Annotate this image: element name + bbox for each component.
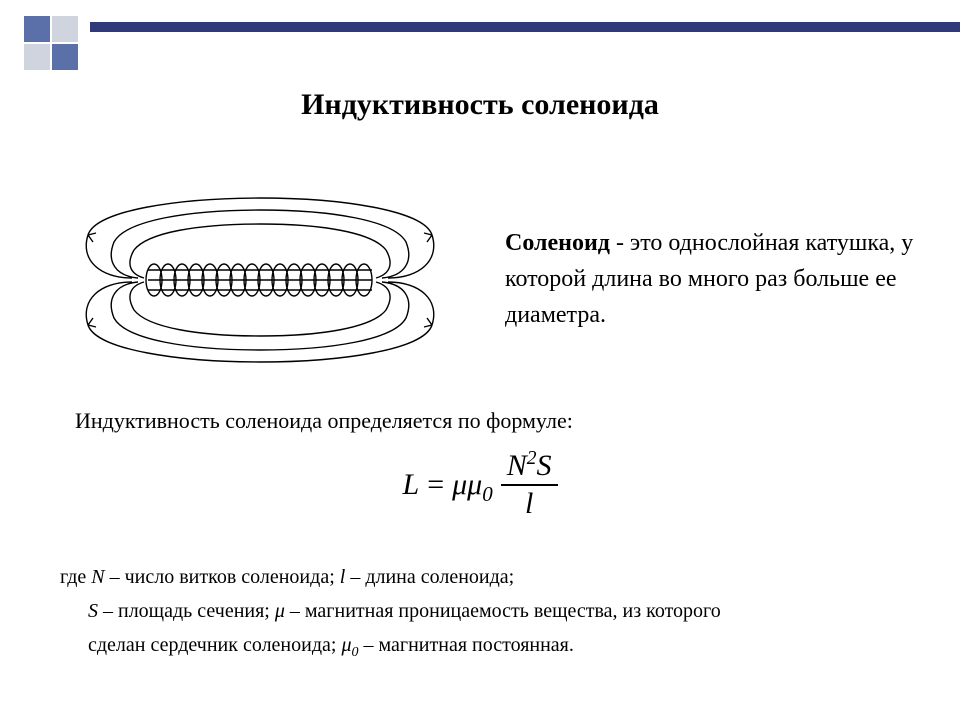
legend: где N – число витков соленоида; l – длин…	[60, 560, 920, 662]
definition-text: Соленоид - это однослойная катушка, у ко…	[505, 225, 920, 333]
legend-line-1: где N – число витков соленоида; l – длин…	[60, 560, 920, 594]
formula-mu: μμ0	[452, 468, 493, 502]
page-title: Индуктивность соленоида	[0, 88, 960, 122]
formula: L = μμ0 N2S l	[0, 450, 960, 519]
formula-L: L	[403, 468, 420, 502]
term: Соленоид	[505, 230, 610, 256]
solenoid-figure	[70, 190, 450, 370]
formula-fraction: N2S l	[501, 450, 558, 519]
top-band	[90, 22, 960, 32]
deco-sq	[24, 16, 50, 42]
legend-line-2: S – площадь сечения; μ – магнитная прони…	[60, 594, 920, 628]
deco-sq	[24, 44, 50, 70]
deco-sq	[52, 16, 78, 42]
legend-line-3: сделан сердечник соленоида; μ0 – магнитн…	[60, 628, 920, 662]
deco-sq	[52, 44, 78, 70]
formula-intro: Индуктивность соленоида определяется по …	[75, 408, 573, 434]
formula-eq: =	[427, 468, 444, 502]
